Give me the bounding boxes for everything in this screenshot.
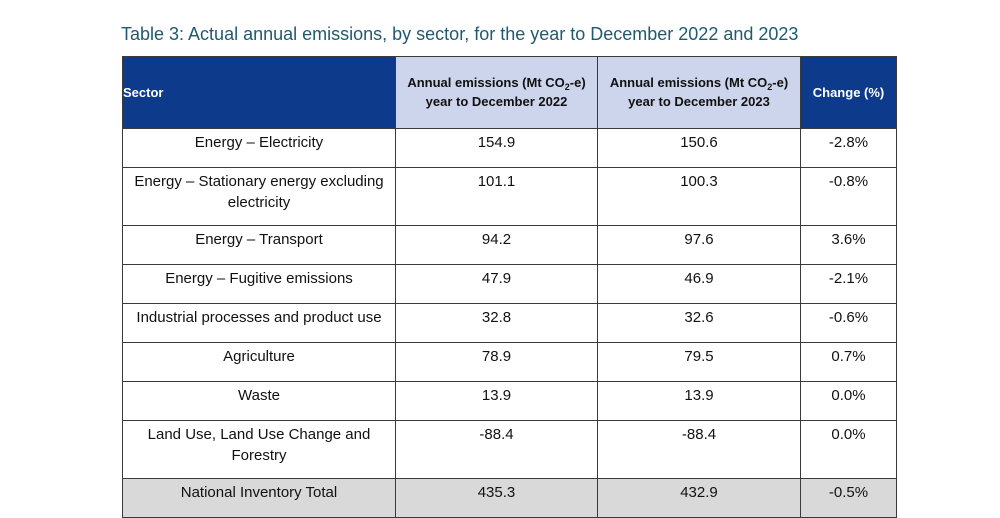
- table-caption: Table 3: Actual annual emissions, by sec…: [121, 24, 799, 44]
- table-row: Energy – Stationary energy excluding ele…: [122, 167, 897, 226]
- cell-2022: 13.9: [395, 381, 598, 421]
- table-row: Waste 13.9 13.9 0.0%: [122, 381, 897, 421]
- cell-2022: 435.3: [395, 478, 598, 518]
- cell-2023: 32.6: [597, 303, 801, 343]
- cell-2023: -88.4: [597, 420, 801, 479]
- cell-2023: 79.5: [597, 342, 801, 382]
- header-2022-units-prefix: Annual emissions (Mt CO: [407, 75, 565, 90]
- header-2022: Annual emissions (Mt CO2-e) year to Dece…: [395, 56, 598, 129]
- cell-sector: Waste: [122, 381, 396, 421]
- table-row: Energy – Electricity 154.9 150.6 -2.8%: [122, 128, 897, 168]
- cell-sector: Energy – Transport: [122, 225, 396, 265]
- cell-change: 3.6%: [800, 225, 897, 265]
- cell-change: 0.0%: [800, 381, 897, 421]
- cell-change: -0.6%: [800, 303, 897, 343]
- cell-2022: 154.9: [395, 128, 598, 168]
- cell-change: 0.7%: [800, 342, 897, 382]
- header-2023: Annual emissions (Mt CO2-e) year to Dece…: [597, 56, 801, 129]
- cell-change: -2.8%: [800, 128, 897, 168]
- cell-sector: Industrial processes and product use: [122, 303, 396, 343]
- cell-sector: Energy – Stationary energy excluding ele…: [122, 167, 396, 226]
- cell-2022: 94.2: [395, 225, 598, 265]
- cell-2023: 97.6: [597, 225, 801, 265]
- cell-sector: Energy – Electricity: [122, 128, 396, 168]
- table-row: Energy – Fugitive emissions 47.9 46.9 -2…: [122, 264, 897, 304]
- cell-2023: 46.9: [597, 264, 801, 304]
- emissions-table: Sector Annual emissions (Mt CO2-e) year …: [122, 56, 897, 518]
- cell-sector: National Inventory Total: [122, 478, 396, 518]
- cell-2023: 432.9: [597, 478, 801, 518]
- cell-2023: 13.9: [597, 381, 801, 421]
- cell-2022: -88.4: [395, 420, 598, 479]
- cell-2022: 47.9: [395, 264, 598, 304]
- cell-2022: 78.9: [395, 342, 598, 382]
- header-sector: Sector: [122, 56, 396, 129]
- table-row: Energy – Transport 94.2 97.6 3.6%: [122, 225, 897, 265]
- cell-sector: Agriculture: [122, 342, 396, 382]
- cell-change: 0.0%: [800, 420, 897, 479]
- total-row: National Inventory Total 435.3 432.9 -0.…: [122, 478, 897, 518]
- header-2022-period: year to December 2022: [425, 94, 568, 109]
- header-change: Change (%): [800, 56, 897, 129]
- table-header-row: Sector Annual emissions (Mt CO2-e) year …: [122, 56, 897, 129]
- cell-change: -0.8%: [800, 167, 897, 226]
- cell-2023: 150.6: [597, 128, 801, 168]
- cell-change: -2.1%: [800, 264, 897, 304]
- table-row: Land Use, Land Use Change and Forestry -…: [122, 420, 897, 479]
- header-2022-subscript: 2: [564, 82, 570, 92]
- cell-2022: 32.8: [395, 303, 598, 343]
- cell-2023: 100.3: [597, 167, 801, 226]
- header-2023-units-prefix: Annual emissions (Mt CO: [609, 75, 768, 90]
- table-row: Agriculture 78.9 79.5 0.7%: [122, 342, 897, 382]
- header-2023-period: year to December 2023: [628, 94, 770, 109]
- header-2023-subscript: 2: [767, 82, 773, 92]
- cell-sector: Energy – Fugitive emissions: [122, 264, 396, 304]
- cell-2022: 101.1: [395, 167, 598, 226]
- cell-change: -0.5%: [800, 478, 897, 518]
- cell-sector: Land Use, Land Use Change and Forestry: [122, 420, 396, 479]
- header-2023-units-suffix: -e): [772, 75, 789, 90]
- header-2022-units-suffix: -e): [569, 75, 586, 90]
- table-row: Industrial processes and product use 32.…: [122, 303, 897, 343]
